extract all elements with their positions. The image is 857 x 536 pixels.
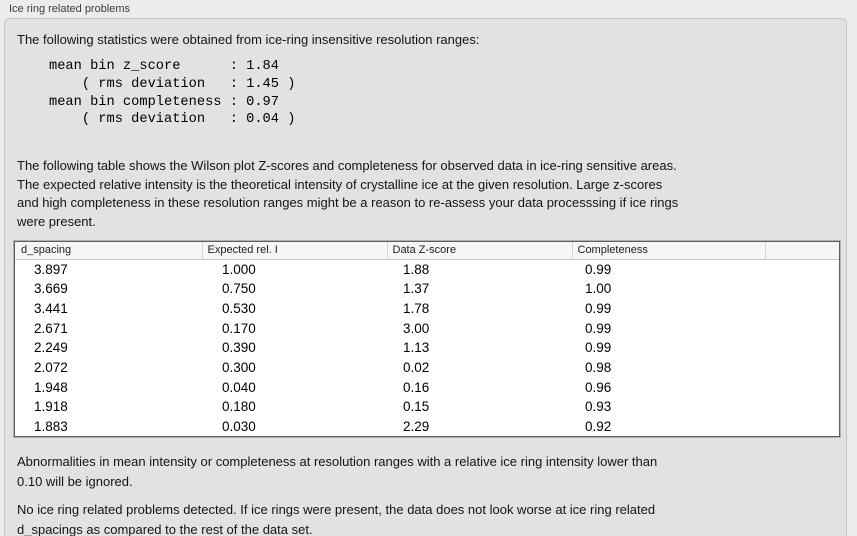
table-cell [765, 279, 839, 299]
table-cell: 1.948 [34, 379, 68, 395]
column-header[interactable]: d_spacing [15, 242, 202, 260]
table-cell: 1.78 [403, 300, 430, 316]
table-cell: 1.883 [34, 419, 68, 435]
table-header-row: d_spacing Expected rel. I Data Z-score Comp… [15, 242, 839, 260]
table-cell: 0.99 [585, 261, 612, 277]
column-header[interactable]: Expected rel. I [201, 242, 387, 260]
column-header[interactable]: Data Z-score [386, 242, 572, 260]
table-cell: 0.170 [222, 320, 256, 336]
table-cell: 1.13 [403, 340, 430, 356]
table-row[interactable]: 3.441 0.530 1.78 0.99 [15, 299, 839, 319]
table-cell: 0.030 [222, 419, 256, 435]
table-row[interactable]: 3.897 1.000 1.88 0.99 [15, 259, 839, 279]
table-cell: 0.390 [222, 340, 256, 356]
conclusion-text: No ice ring related problems detected. I… [17, 502, 656, 536]
table-row[interactable]: 1.883 0.030 2.29 0.92 [15, 417, 839, 436]
table-cell [765, 417, 839, 436]
table-header: d_spacing Expected rel. I Data Z-score Comp… [15, 242, 839, 260]
ice-ring-table[interactable]: d_spacing Expected rel. I Data Z-score Comp… [14, 241, 840, 437]
table-cell: 0.99 [585, 300, 612, 316]
table-body: 3.897 1.000 1.88 0.99 3.669 0.750 1.37 1.00 3.44… [15, 259, 839, 436]
description-text: The following table shows the Wilson plo… [17, 158, 679, 229]
table-cell: 0.99 [585, 340, 612, 356]
ice-ring-table-grid: d_spacing Expected rel. I Data Z-score Comp… [15, 242, 839, 436]
table-row[interactable]: 2.671 0.170 3.00 0.99 [15, 319, 839, 339]
table-cell: 1.918 [34, 399, 68, 415]
table-cell: 0.99 [585, 320, 612, 336]
table-cell: 0.15 [403, 399, 430, 415]
table-cell: 1.00 [585, 281, 612, 297]
table-cell: 1.000 [222, 261, 256, 277]
table-cell: 3.00 [403, 320, 430, 336]
table-cell: 0.92 [585, 419, 612, 435]
column-header[interactable]: Completeness [571, 242, 765, 260]
groupbox-title: Ice ring related problems [9, 3, 131, 15]
table-row[interactable]: 1.918 0.180 0.15 0.93 [15, 397, 839, 417]
table-cell [765, 397, 839, 417]
table-cell: 3.669 [34, 281, 68, 297]
table-cell: 0.180 [222, 399, 256, 415]
table-cell: 3.441 [34, 300, 68, 316]
table-cell: 2.072 [34, 360, 68, 376]
stats-block: mean bin z_score : 1.84 ( rms deviation … [49, 59, 296, 128]
table-row[interactable]: 1.948 0.040 0.16 0.96 [15, 378, 839, 398]
table-cell: 0.530 [222, 300, 256, 316]
table-cell: 0.750 [222, 281, 256, 297]
table-cell [765, 259, 839, 279]
table-cell: 0.16 [403, 379, 430, 395]
table-cell: 0.98 [585, 360, 612, 376]
table-row[interactable]: 2.072 0.300 0.02 0.98 [15, 358, 839, 378]
table-cell: 0.93 [585, 399, 612, 415]
table-cell: 3.897 [34, 261, 68, 277]
table-cell: 0.300 [222, 360, 256, 376]
table-cell [765, 319, 839, 339]
table-cell: 2.29 [403, 419, 430, 435]
table-cell: 2.249 [34, 340, 68, 356]
note-text: Abnormalities in mean intensity or compl… [17, 454, 658, 489]
column-header[interactable] [764, 242, 839, 260]
table-cell: 1.88 [403, 261, 430, 277]
table-cell: 0.96 [585, 379, 612, 395]
table-cell [765, 378, 839, 398]
table-cell: 0.040 [222, 379, 256, 395]
intro-text: The following statistics were obtained f… [17, 32, 480, 47]
table-cell [765, 299, 839, 319]
table-cell: 2.671 [34, 320, 68, 336]
table-cell: 0.02 [403, 360, 430, 376]
table-cell: 1.37 [403, 281, 430, 297]
table-row[interactable]: 2.249 0.390 1.13 0.99 [15, 338, 839, 358]
table-cell [765, 338, 839, 358]
table-cell [765, 358, 839, 378]
table-row[interactable]: 3.669 0.750 1.37 1.00 [15, 279, 839, 299]
ice-ring-groupbox: The following statistics were obtained f… [4, 18, 847, 536]
